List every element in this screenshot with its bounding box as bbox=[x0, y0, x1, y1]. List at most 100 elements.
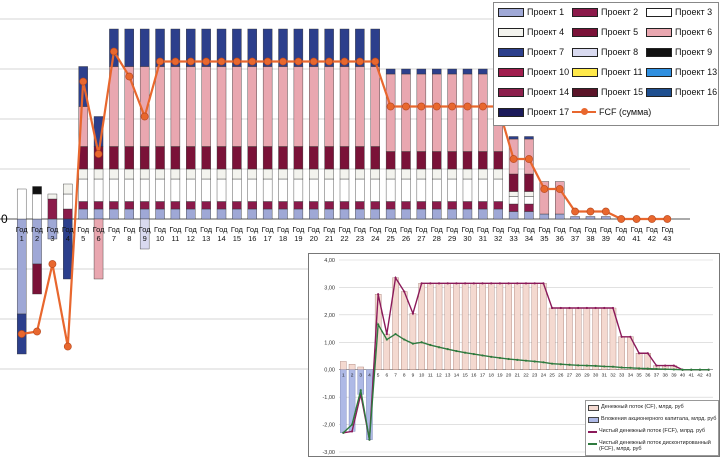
bar-segment bbox=[432, 201, 442, 210]
fcf-point bbox=[525, 155, 533, 163]
inset-x-tick: 31 bbox=[602, 373, 608, 379]
x-tick-label: Год bbox=[661, 225, 674, 234]
bar-segment bbox=[78, 208, 88, 220]
bar-segment bbox=[278, 168, 288, 180]
inset-fcf-point bbox=[420, 282, 423, 285]
bar-segment bbox=[262, 146, 273, 170]
bar-segment bbox=[124, 28, 134, 67]
inset-y-tick: 3,00 bbox=[324, 285, 335, 291]
bar-segment bbox=[232, 28, 242, 67]
bar-segment bbox=[293, 208, 304, 220]
legend-item: Проект 13 bbox=[646, 67, 717, 77]
legend-item: Проект 8 bbox=[572, 47, 638, 57]
inset-dfcf-point bbox=[542, 361, 545, 364]
fcf-point bbox=[217, 57, 226, 66]
bar-segment bbox=[385, 208, 396, 220]
bar-segment bbox=[508, 173, 519, 192]
fcf-point bbox=[279, 57, 287, 66]
inset-x-tick: 6 bbox=[386, 373, 389, 379]
inset-y-tick: 0,00 bbox=[324, 368, 335, 374]
bar-segment bbox=[262, 168, 273, 180]
bar-segment bbox=[247, 168, 257, 180]
legend-item: Проект 2 bbox=[572, 7, 638, 17]
inset-legend-swatch bbox=[588, 431, 597, 433]
inset-legend-item: Чистый денежный поток (FCF), млрд. руб bbox=[588, 428, 715, 434]
inset-fcf-point bbox=[350, 430, 354, 433]
inset-x-tick: 35 bbox=[636, 373, 642, 379]
legend-swatch bbox=[646, 27, 672, 37]
inset-cf-bar bbox=[583, 307, 591, 370]
bar-segment bbox=[447, 151, 457, 170]
bar-segment bbox=[539, 181, 550, 215]
bar-segment bbox=[324, 201, 334, 210]
x-tick-label: Год bbox=[246, 225, 259, 234]
bar-segment bbox=[47, 193, 58, 200]
bar-segment bbox=[432, 68, 442, 75]
bar-segment bbox=[247, 66, 257, 147]
x-tick-label: Год bbox=[385, 225, 398, 234]
legend-item: FCF (сумма) bbox=[572, 107, 651, 117]
bar-segment bbox=[570, 216, 580, 220]
inset-fcf-point bbox=[377, 293, 380, 296]
bar-segment bbox=[447, 178, 457, 202]
inset-dfcf-point bbox=[446, 348, 449, 351]
inset-cf-bar bbox=[514, 283, 521, 370]
bar-segment bbox=[478, 73, 488, 152]
legend-swatch bbox=[498, 107, 524, 117]
x-tick-number: 1 bbox=[20, 234, 24, 243]
bar-segment bbox=[447, 201, 457, 210]
bar-segment bbox=[324, 208, 334, 220]
bar-segment bbox=[109, 208, 119, 220]
x-tick-number: 42 bbox=[648, 234, 656, 243]
bar-segment bbox=[370, 28, 380, 67]
inset-chart-panel: 4,00 3,00 2,00 1,00 0,00 -1,00 -2,00 -3,00 1 2 3 4 5… bbox=[308, 253, 720, 457]
x-tick-number: 37 bbox=[571, 234, 579, 243]
bar-segment bbox=[63, 193, 73, 210]
bar-segment bbox=[232, 66, 242, 147]
bar-segment bbox=[478, 68, 488, 75]
inset-x-tick: 36 bbox=[645, 373, 651, 379]
x-tick-label: Год bbox=[446, 225, 459, 234]
inset-fcf-point bbox=[637, 352, 641, 355]
bar-segment bbox=[278, 146, 288, 170]
legend-label: Проект 8 bbox=[601, 47, 639, 57]
bar-segment bbox=[32, 186, 42, 195]
x-tick-label: Год bbox=[93, 225, 106, 234]
inset-investment-bar bbox=[340, 369, 347, 433]
x-tick-label: Год bbox=[16, 225, 29, 234]
x-tick-number: 19 bbox=[294, 234, 302, 243]
bar-segment bbox=[124, 208, 134, 220]
bar-segment bbox=[186, 178, 196, 202]
inset-dfcf-point bbox=[507, 357, 510, 361]
bar-segment bbox=[339, 178, 350, 202]
bar-segment bbox=[585, 216, 596, 220]
inset-dfcf-point bbox=[516, 358, 519, 361]
x-tick-label: Год bbox=[185, 225, 198, 234]
inset-fcf-point bbox=[646, 352, 649, 355]
bar-segment bbox=[324, 168, 334, 180]
legend-swatch bbox=[498, 87, 524, 97]
inset-dfcf-point bbox=[524, 359, 528, 362]
fcf-point bbox=[232, 57, 241, 66]
bar-segment bbox=[508, 196, 519, 205]
inset-cf-bar bbox=[401, 291, 408, 370]
inset-x-tick: 18 bbox=[489, 373, 495, 379]
x-tick-label: Год bbox=[600, 225, 613, 234]
inset-x-tick: 13 bbox=[445, 373, 451, 379]
bar-segment bbox=[478, 151, 488, 170]
bar-segment bbox=[139, 218, 150, 250]
x-tick-number: 17 bbox=[263, 234, 271, 243]
fcf-point bbox=[17, 330, 26, 338]
bar-segment bbox=[555, 181, 565, 215]
inset-dfcf-point bbox=[385, 338, 388, 341]
legend-swatch bbox=[572, 87, 598, 97]
inset-dfcf-point bbox=[455, 349, 458, 353]
bar-segment bbox=[186, 201, 196, 210]
fcf-point bbox=[309, 57, 318, 66]
x-tick-number: 32 bbox=[494, 234, 502, 243]
fcf-point bbox=[125, 72, 134, 81]
inset-fcf-point bbox=[385, 332, 388, 336]
bar-segment bbox=[416, 178, 427, 202]
inset-cf-bar bbox=[357, 366, 364, 370]
inset-x-tick: 34 bbox=[628, 373, 634, 379]
